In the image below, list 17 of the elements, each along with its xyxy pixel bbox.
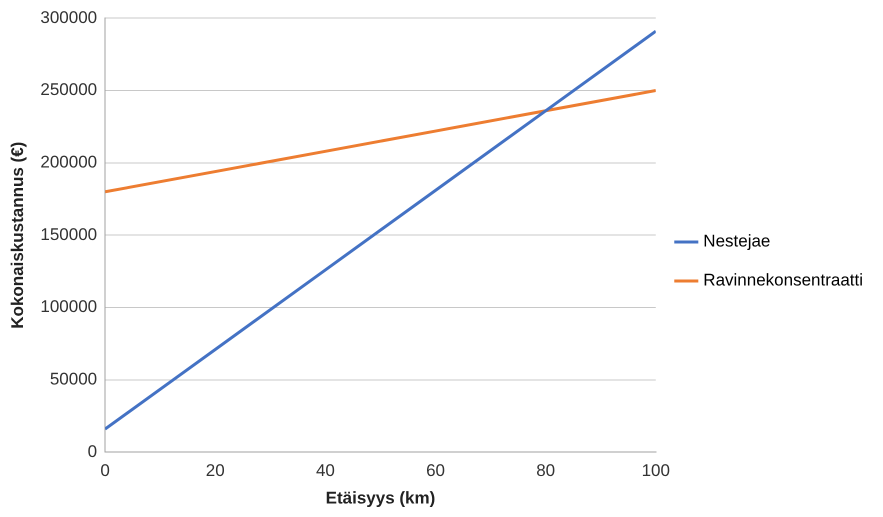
y-tick-label: 300000 [40, 8, 98, 27]
x-tick-label: 60 [426, 461, 445, 480]
y-tick-label: 100000 [40, 297, 98, 316]
x-tick-label: 0 [100, 461, 110, 480]
x-tick-label: 80 [536, 461, 556, 480]
y-tick-label: 200000 [40, 152, 98, 172]
x-axis-title: Etäisyys (km) [326, 488, 436, 508]
x-tick-label: 100 [642, 461, 670, 480]
y-axis-title: Kokonaiskustannus (€) [8, 142, 27, 329]
legend-label: Ravinnekonsentraatti [703, 270, 864, 290]
y-tick-label: 50000 [50, 370, 98, 389]
y-tick-label: 250000 [40, 80, 98, 100]
legend-label: Nestejae [703, 232, 770, 251]
x-tick-label: 40 [316, 461, 335, 480]
x-tick-label: 20 [206, 461, 225, 480]
y-tick-label: 150000 [40, 224, 98, 244]
y-tick-label: 0 [88, 442, 98, 461]
